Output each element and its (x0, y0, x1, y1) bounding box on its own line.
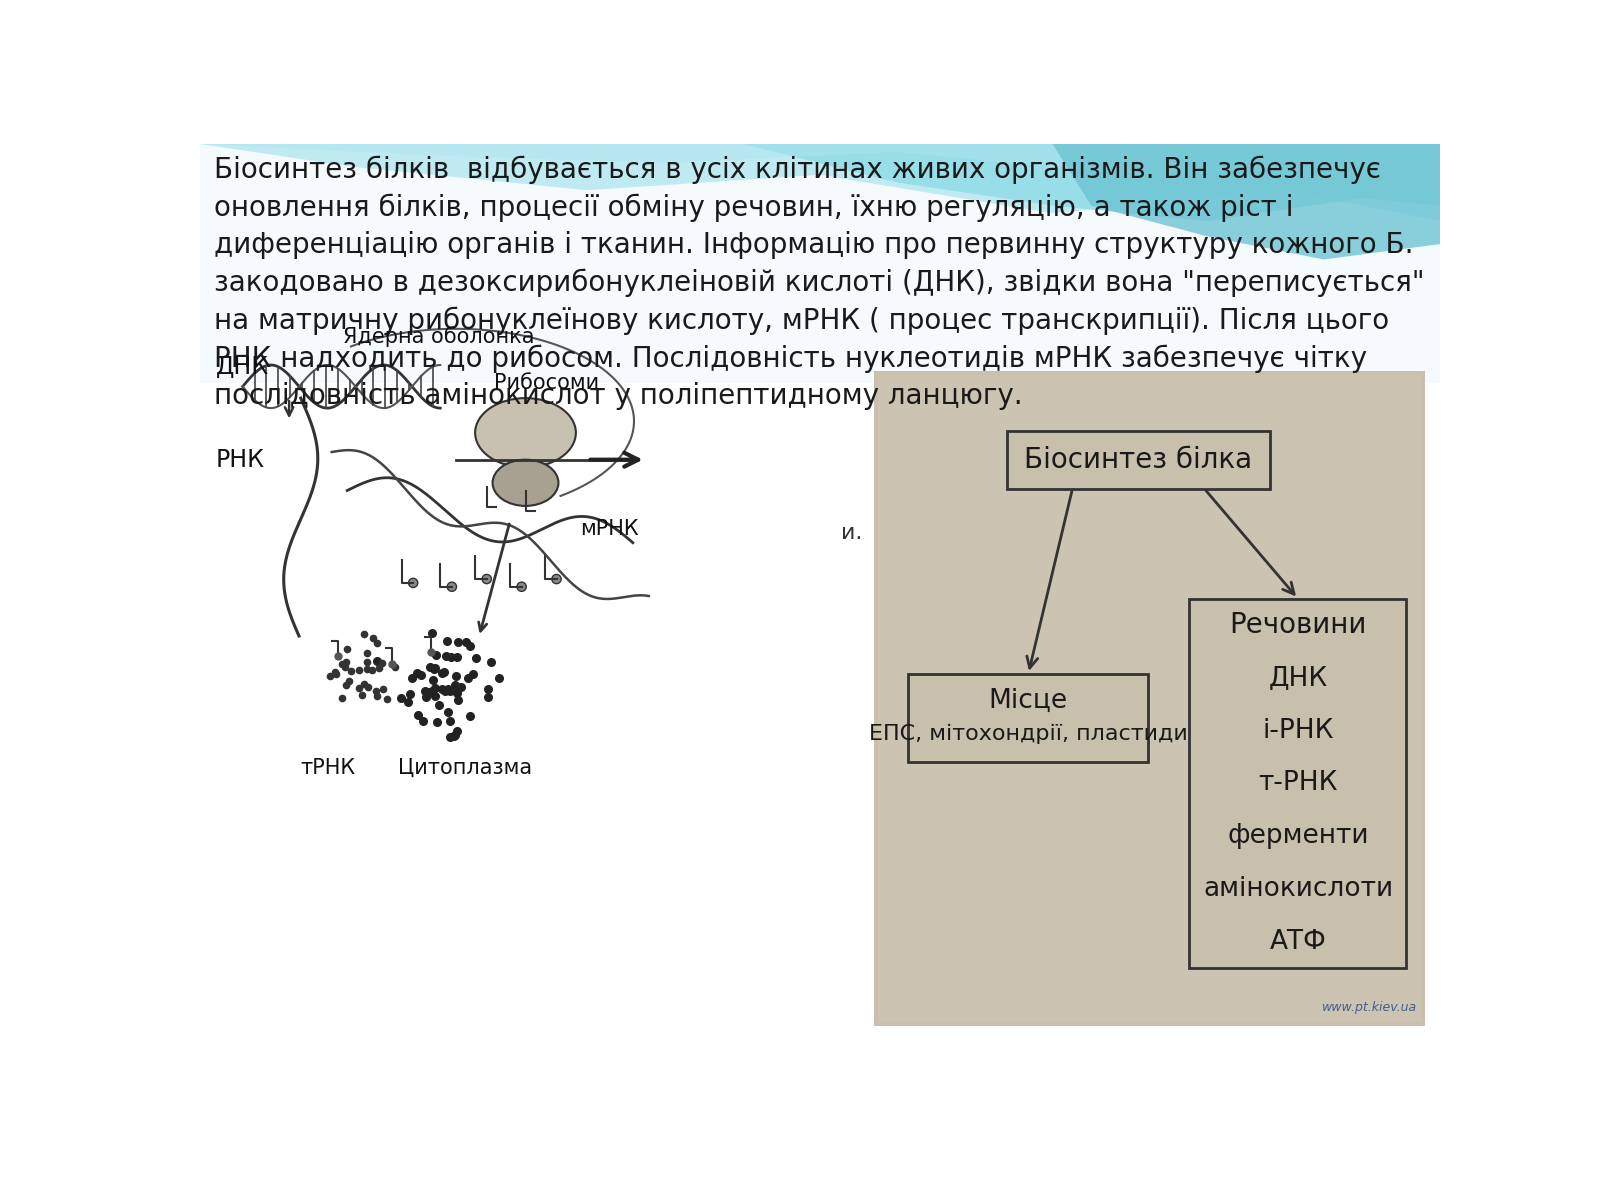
Text: Біосинтез білків  відбувається в усіх клітинах живих організмів. Він забезпечує
: Біосинтез білків відбувається в усіх клі… (214, 156, 1424, 410)
Text: Рибосоми: Рибосоми (494, 373, 600, 392)
Text: Біосинтез білка: Біосинтез білка (1024, 445, 1253, 474)
Text: т-РНК: т-РНК (1258, 770, 1338, 797)
Text: і-РНК: і-РНК (1262, 718, 1334, 744)
Circle shape (482, 575, 491, 583)
Text: Місце: Місце (989, 688, 1067, 714)
Bar (909, 673, 1149, 762)
Text: и.: и. (842, 523, 862, 542)
Polygon shape (200, 144, 1440, 175)
Polygon shape (200, 144, 1440, 221)
Text: ДНК: ДНК (216, 355, 269, 379)
Circle shape (408, 578, 418, 588)
Bar (874, 371, 1424, 1026)
Polygon shape (1053, 144, 1440, 259)
Text: ЕПС, мітохондрії, пластиди: ЕПС, мітохондрії, пластиди (869, 724, 1187, 744)
Ellipse shape (475, 398, 576, 468)
Bar (878, 374, 1421, 1022)
Text: мРНК: мРНК (579, 518, 638, 539)
Bar (200, 144, 1440, 383)
Text: РНК: РНК (216, 448, 264, 472)
Bar (1006, 431, 1270, 488)
Text: ферменти: ферменти (1227, 823, 1368, 850)
Text: амінокислоти: амінокислоти (1203, 876, 1394, 902)
Text: www.pt.kiev.ua: www.pt.kiev.ua (1322, 1001, 1416, 1014)
Text: Речовини: Речовини (1229, 611, 1366, 640)
Text: Ядерна оболонка: Ядерна оболонка (344, 326, 534, 347)
Polygon shape (742, 144, 1440, 221)
Text: тРНК: тРНК (301, 757, 355, 778)
Bar (1189, 599, 1406, 968)
Text: ДНК: ДНК (1269, 665, 1328, 691)
Circle shape (552, 575, 562, 583)
Circle shape (448, 582, 456, 592)
Text: АТФ: АТФ (1269, 929, 1326, 955)
Text: Цитоплазма: Цитоплазма (398, 757, 531, 778)
Circle shape (517, 582, 526, 592)
Ellipse shape (493, 460, 558, 506)
